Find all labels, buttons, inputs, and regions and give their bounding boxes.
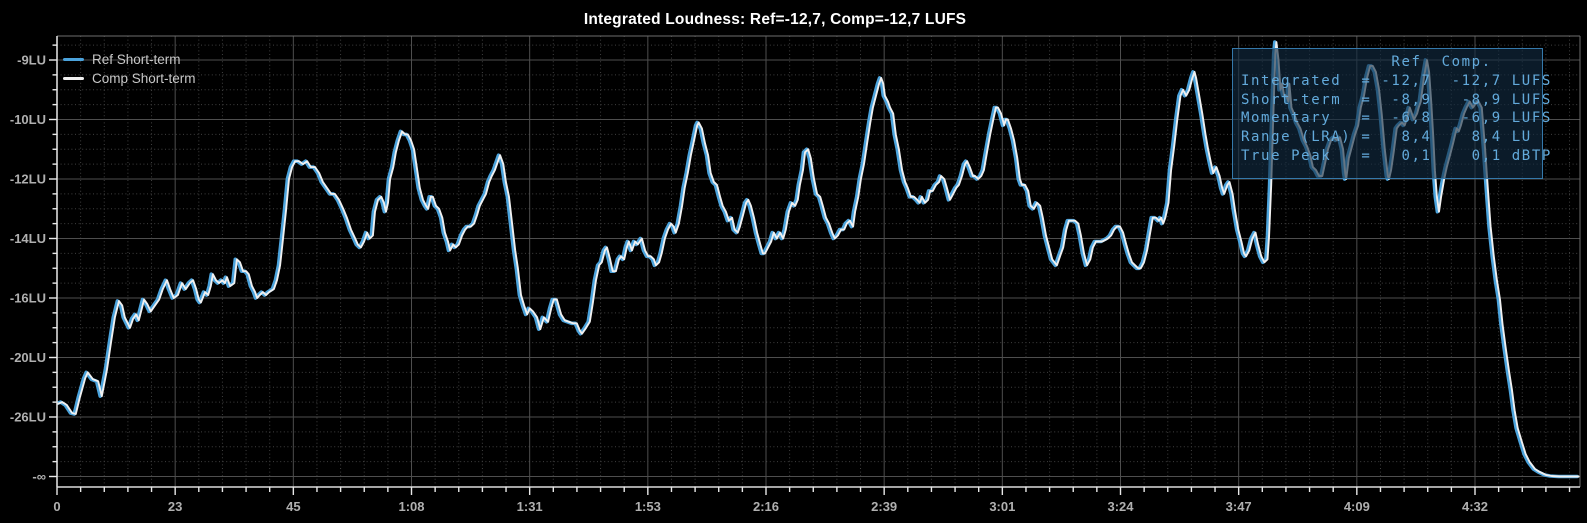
y-tick-label: -16LU [10, 291, 46, 306]
y-tick-label: -26LU [10, 410, 46, 425]
y-tick-label: -12LU [10, 172, 46, 187]
x-tick-label: 1:08 [398, 499, 424, 514]
y-tick-label: -20LU [10, 350, 46, 365]
stats-panel: Ref Comp. Integrated = -12,7 -12,7 LUFS … [1232, 48, 1552, 179]
legend-label-ref: Ref Short-term [92, 52, 181, 67]
y-tick-label: -∞ [32, 469, 46, 484]
spines [56, 35, 1581, 488]
x-tick-label: 4:32 [1462, 499, 1488, 514]
y-tick-label: -9LU [17, 53, 46, 68]
legend-item-ref: Ref Short-term [63, 50, 196, 69]
x-tick-label: 3:24 [1107, 499, 1134, 514]
legend-label-comp: Comp Short-term [92, 71, 196, 86]
ref-line-swatch-icon [63, 58, 84, 61]
x-tick-label: 23 [168, 499, 182, 514]
x-tick-label: 2:39 [871, 499, 897, 514]
legend: Ref Short-term Comp Short-term [63, 50, 196, 88]
chart-title: Integrated Loudness: Ref=-12,7, Comp=-12… [583, 11, 967, 28]
comp-line-swatch-icon [63, 77, 84, 80]
x-tick-label: 2:16 [753, 499, 779, 514]
tick-marks [49, 44, 1571, 495]
x-tick-label: 1:53 [635, 499, 661, 514]
grid-major [57, 36, 1580, 487]
x-tick-label: 1:31 [517, 499, 543, 514]
x-tick-label: 0 [53, 499, 60, 514]
x-tick-label: 3:47 [1226, 499, 1252, 514]
x-tick-label: 45 [286, 499, 300, 514]
x-tick-label: 4:09 [1344, 499, 1370, 514]
y-tick-label: -14LU [10, 231, 46, 246]
y-tick-label: -10LU [10, 112, 46, 127]
x-tick-label: 3:01 [989, 499, 1015, 514]
legend-item-comp: Comp Short-term [63, 69, 196, 88]
tick-labels: -9LU -10LU -12LU -14LU -16LU -20LU -26LU -∞ 0 23 4… [10, 53, 1488, 515]
stats-text: Ref Comp. Integrated = -12,7 -12,7 LUFS … [1241, 54, 1552, 164]
